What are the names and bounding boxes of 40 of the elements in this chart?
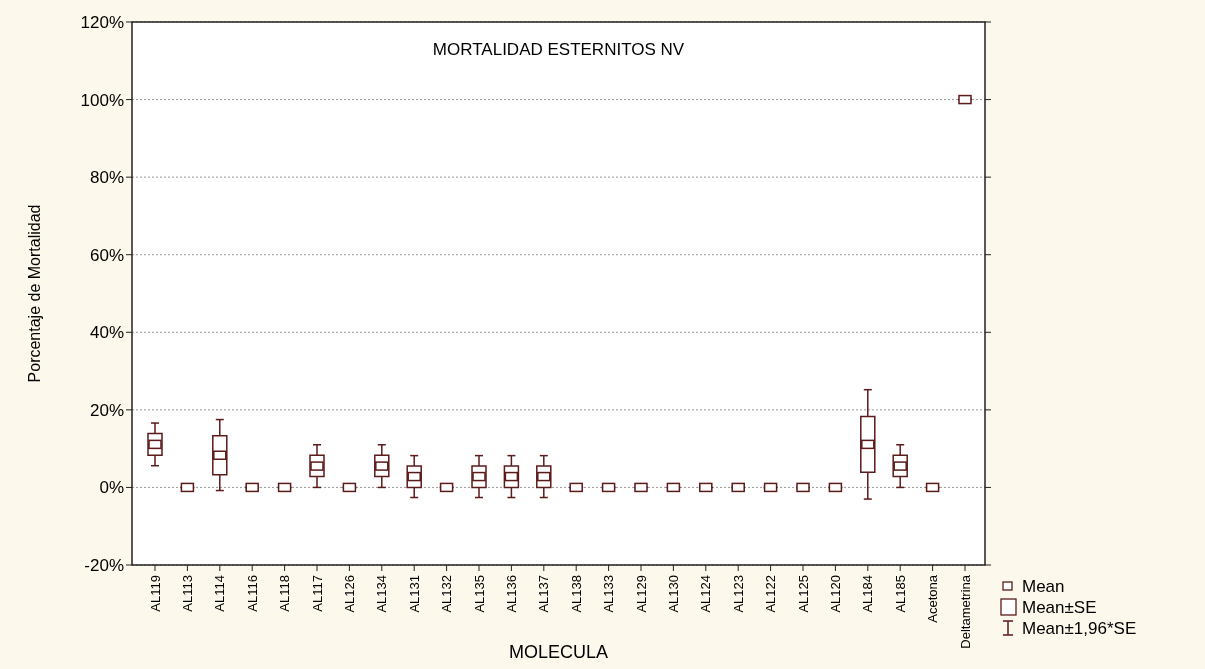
x-tick-label: AL123	[730, 575, 746, 613]
x-tick-label: AL129	[633, 575, 649, 613]
x-tick-label: AL114	[212, 575, 228, 612]
x-tick-label: AL138	[568, 575, 584, 613]
x-tick-label: AL184	[860, 575, 876, 613]
x-tick-label: AL125	[795, 575, 811, 613]
text: Mean±SE	[1022, 597, 1097, 617]
y-tick-label: -20%	[84, 555, 124, 575]
x-tick-label: Acetona	[925, 574, 941, 623]
y-tick-label: 0%	[99, 478, 124, 498]
x-tick-label: Deltametrina	[957, 574, 973, 649]
y-tick-label: 120%	[80, 12, 124, 32]
x-tick-label: AL118	[277, 575, 293, 612]
x-tick-label: AL116	[244, 575, 260, 612]
x-tick-label: AL130	[665, 575, 681, 613]
text: Mean	[1022, 576, 1065, 596]
x-tick-label: AL126	[341, 575, 357, 613]
x-tick-label: AL119	[147, 575, 163, 612]
x-tick-label: AL132	[439, 575, 455, 613]
x-tick-label: AL120	[827, 575, 843, 613]
x-tick-label: AL124	[698, 575, 714, 613]
x-tick-label: AL131	[406, 575, 422, 613]
x-axis-title: MOLECULA	[508, 642, 609, 662]
y-tick-label: 20%	[89, 400, 124, 420]
text: Mean±1,96*SE	[1022, 618, 1137, 638]
x-tick-label: AL137	[536, 575, 552, 613]
x-tick-label: AL122	[763, 575, 779, 613]
x-tick-label: AL134	[374, 575, 390, 613]
y-tick-label: 100%	[80, 90, 124, 110]
y-tick-label: 80%	[89, 168, 124, 188]
x-tick-label: AL133	[601, 575, 617, 613]
y-tick-label: 40%	[89, 323, 124, 343]
x-tick-label: AL117	[309, 575, 325, 612]
x-tick-label: AL113	[179, 575, 195, 612]
y-tick-label: 60%	[89, 245, 124, 265]
x-tick-label: AL185	[892, 575, 908, 613]
x-tick-label: AL135	[471, 575, 487, 613]
y-axis-title: Porcentaje de Mortalidad	[26, 204, 43, 383]
x-tick-label: AL136	[503, 575, 519, 613]
text: MORTALIDAD ESTERNITOS NV	[432, 40, 685, 59]
